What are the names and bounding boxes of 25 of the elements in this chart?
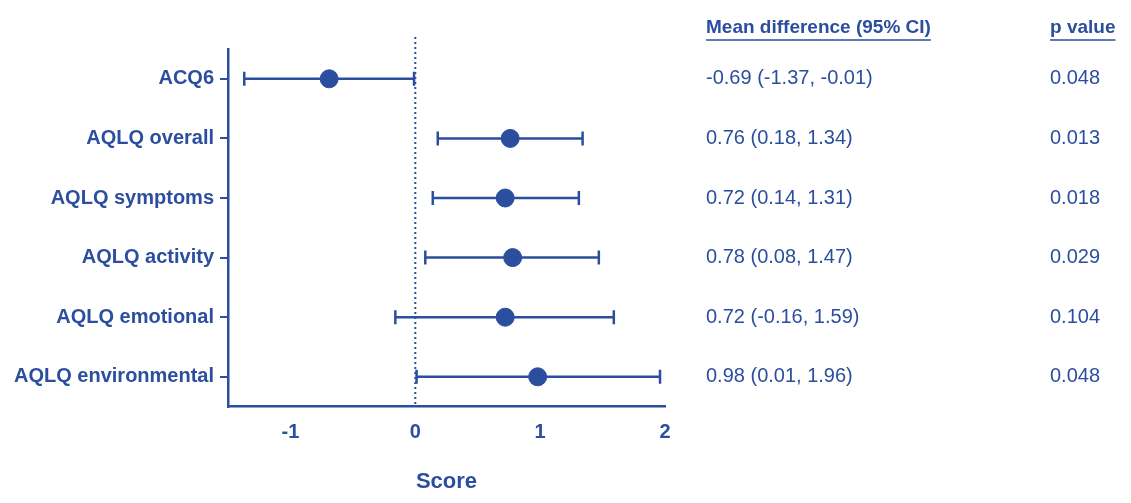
y-tick-label: AQLQ overall xyxy=(86,125,215,148)
x-axis-title: Score xyxy=(415,467,478,493)
text: 0.104 xyxy=(1050,304,1101,327)
text: 0.048 xyxy=(1050,66,1101,89)
text: Mean difference (95% CI) xyxy=(706,16,931,38)
y-tick-label: ACQ6 xyxy=(158,66,215,89)
text: 0.76 (0.18, 1.34) xyxy=(706,125,853,148)
y-tick-label: AQLQ activity xyxy=(81,245,215,268)
text: 0.72 (-0.16, 1.59) xyxy=(706,304,860,327)
text: 0.029 xyxy=(1050,245,1101,268)
y-tick-label: AQLQ emotional xyxy=(56,304,215,327)
text: 0.048 xyxy=(1050,364,1101,387)
text: 0.78 (0.08, 1.47) xyxy=(706,245,853,268)
text: 0.72 (0.14, 1.31) xyxy=(706,185,853,208)
x-tick-label: 2 xyxy=(659,420,671,443)
text: 0.98 (0.01, 1.96) xyxy=(706,364,853,387)
text: -0.69 (-1.37, -0.01) xyxy=(706,66,873,89)
x-tick-label: 0 xyxy=(409,420,421,443)
y-tick-label: AQLQ environmental xyxy=(14,364,215,387)
x-tick-label: -1 xyxy=(281,420,300,443)
text: p value xyxy=(1050,16,1116,38)
y-tick-label: AQLQ symptoms xyxy=(50,185,215,208)
text: 0.018 xyxy=(1050,185,1101,208)
text: 0.013 xyxy=(1050,125,1101,148)
x-tick-label: 1 xyxy=(534,420,546,443)
